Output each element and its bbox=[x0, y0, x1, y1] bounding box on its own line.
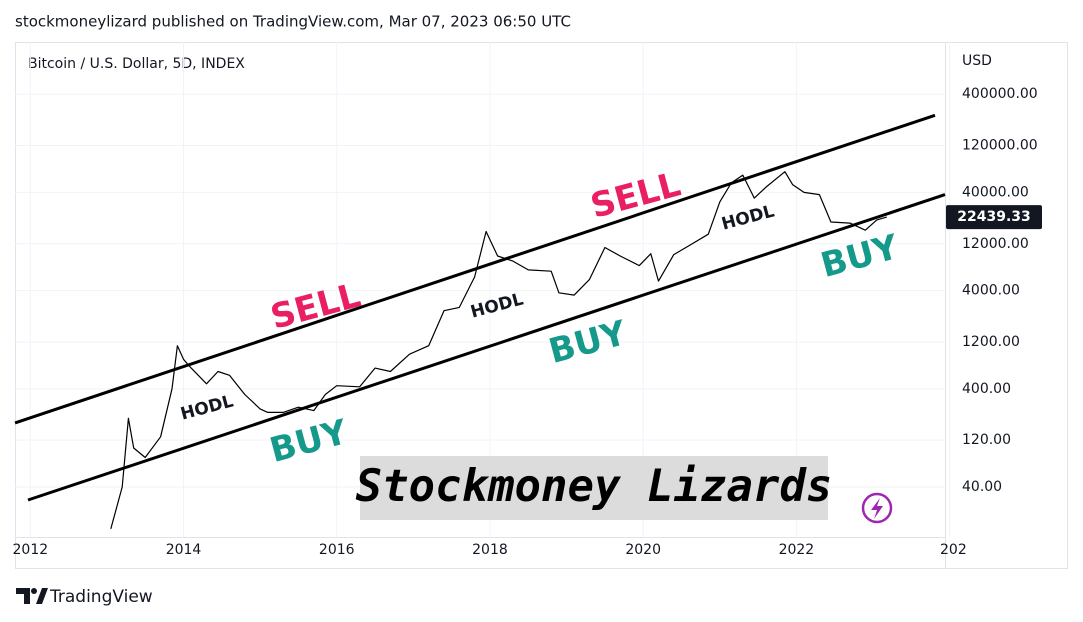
x-tick-label: 202 bbox=[940, 542, 967, 558]
lightning-bolt bbox=[871, 498, 883, 519]
chart-frame bbox=[15, 42, 1068, 569]
annotation: BUY bbox=[266, 412, 352, 471]
y-tick-label: 120.00 bbox=[962, 432, 1011, 448]
watermark: Stockmoney Lizards bbox=[356, 461, 833, 512]
annotation: SELL bbox=[266, 275, 364, 337]
y-tick-label: 400.00 bbox=[962, 381, 1011, 397]
annotation: HODL bbox=[179, 391, 236, 424]
channel-line bbox=[27, 193, 946, 502]
x-tick-label: 2012 bbox=[13, 542, 49, 558]
y-tick-label: 40.00 bbox=[962, 479, 1002, 495]
y-tick-label: 4000.00 bbox=[962, 283, 1020, 299]
x-tick-label: 2020 bbox=[625, 542, 661, 558]
x-tick-label: 2022 bbox=[779, 542, 815, 558]
logo-shape bbox=[16, 588, 30, 604]
annotation: BUY bbox=[817, 227, 903, 286]
annotation: BUY bbox=[545, 313, 631, 372]
last-price-label: 22439.33 bbox=[957, 209, 1031, 225]
annotation: HODL bbox=[720, 201, 777, 234]
price-line bbox=[110, 171, 887, 530]
y-axis-label: USD bbox=[962, 53, 992, 69]
channel-line bbox=[14, 113, 936, 425]
x-tick-label: 2018 bbox=[472, 542, 508, 558]
logo-dot bbox=[31, 588, 37, 594]
logo-shape bbox=[36, 588, 48, 604]
y-tick-label: 400000.00 bbox=[962, 86, 1038, 102]
y-tick-label: 40000.00 bbox=[962, 184, 1029, 200]
publish-header: stockmoneylizard published on TradingVie… bbox=[15, 13, 571, 31]
y-tick-label: 120000.00 bbox=[962, 138, 1038, 154]
symbol-title: Bitcoin / U.S. Dollar, 5D, INDEX bbox=[28, 56, 245, 72]
tradingview-logo bbox=[16, 588, 48, 604]
x-tick-label: 2016 bbox=[319, 542, 355, 558]
y-tick-label: 1200.00 bbox=[962, 334, 1020, 350]
x-tick-label: 2014 bbox=[166, 542, 202, 558]
brand-name: TradingView bbox=[49, 587, 153, 607]
annotation: HODL bbox=[469, 289, 526, 322]
annotation: SELL bbox=[586, 164, 684, 226]
y-tick-label: 12000.00 bbox=[962, 236, 1029, 252]
lightning-icon bbox=[861, 492, 893, 524]
plot-area bbox=[14, 42, 951, 537]
last-price-box bbox=[946, 205, 1042, 230]
watermark-box bbox=[360, 456, 828, 520]
